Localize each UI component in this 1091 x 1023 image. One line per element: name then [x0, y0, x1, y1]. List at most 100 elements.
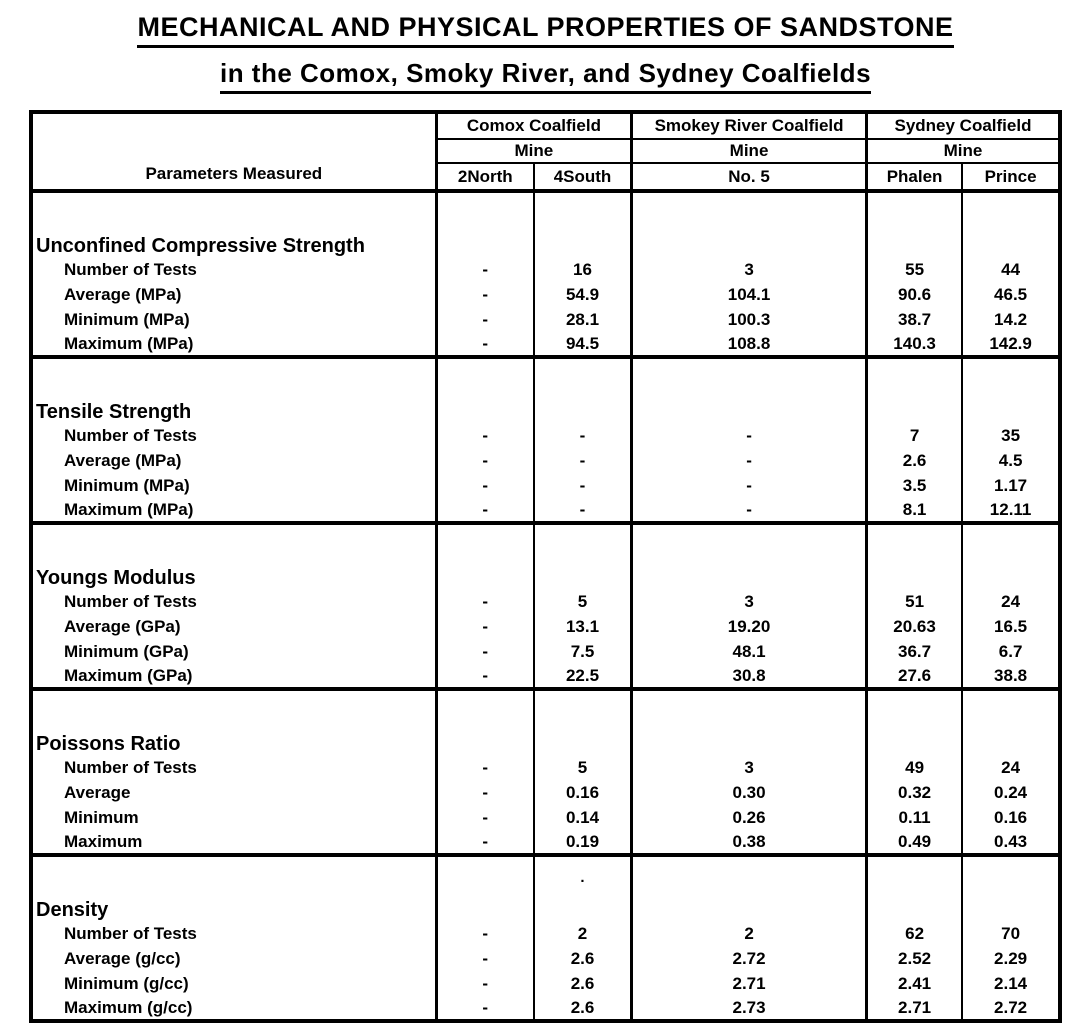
value-cell: 44 [961, 257, 1060, 282]
param-label: Average (GPa) [64, 616, 181, 636]
value-cell: 100.3 [630, 307, 867, 332]
table-row: Number of Tests - 5 3 51 24 [31, 589, 1060, 614]
value-cell: 94.5 [532, 332, 632, 359]
param-label: Maximum [64, 831, 143, 851]
value-cell: 13.1 [532, 614, 632, 639]
table-row: Maximum (MPa) - 94.5 108.8 140.3 142.9 [31, 332, 1060, 359]
value-cell: - [630, 498, 867, 525]
param-label: Minimum (MPa) [64, 475, 190, 495]
param-label-cell: Maximum (GPa) [31, 664, 437, 691]
value-cell: 0.49 [864, 830, 963, 857]
value-cell [434, 855, 534, 921]
value-cell [434, 523, 534, 589]
section-title-label: Youngs Modulus [36, 567, 196, 589]
value-cell: . [532, 855, 632, 921]
value-cell: - [434, 830, 534, 857]
value-cell: 16.5 [961, 614, 1060, 639]
param-label-cell: Minimum (g/cc) [31, 971, 436, 996]
value-cell: 4.5 [961, 448, 1060, 473]
value-cell: 3.5 [864, 473, 963, 498]
table-row: Average (MPa) - 54.9 104.1 90.6 46.5 [31, 282, 1060, 307]
value-cell: 24 [961, 589, 1060, 614]
value-cell: - [630, 423, 867, 448]
value-cell [961, 357, 1060, 423]
comox-mine-label: Mine [434, 139, 632, 164]
value-cell: - [532, 448, 632, 473]
param-label: Minimum (g/cc) [64, 973, 189, 993]
value-cell: 0.38 [630, 830, 867, 857]
value-cell: 140.3 [864, 332, 963, 359]
document-title-line1-text: MECHANICAL AND PHYSICAL PROPERTIES OF SA… [137, 12, 954, 48]
value-cell: - [434, 332, 534, 359]
value-cell [961, 191, 1060, 257]
comox-coalfield-header: Comox Coalfield [434, 112, 632, 140]
table-row: Average (GPa) - 13.1 19.20 20.63 16.5 [31, 614, 1060, 639]
param-label: Average [64, 782, 131, 802]
value-cell: 2.6 [532, 946, 632, 971]
value-cell: 35 [961, 423, 1060, 448]
section-title-cell: Tensile Strength [31, 357, 436, 423]
section-title-row: Tensile Strength [31, 357, 1060, 423]
value-cell: - [434, 307, 534, 332]
table-row: Number of Tests - 2 2 62 70 [31, 921, 1060, 946]
param-label-cell: Number of Tests [31, 921, 436, 946]
value-cell: 49 [864, 755, 963, 780]
value-cell: 2.6 [532, 971, 632, 996]
value-cell: 51 [864, 589, 963, 614]
value-cell: - [532, 423, 632, 448]
table-row: Maximum (MPa) - - - 8.1 12.11 [31, 498, 1060, 525]
parameters-measured-label: Parameters Measured [145, 164, 323, 183]
table-row: Average (g/cc) - 2.6 2.72 2.52 2.29 [31, 946, 1060, 971]
table-row: Maximum (g/cc) - 2.6 2.73 2.71 2.72 [31, 996, 1060, 1023]
coalfield-header-row: Parameters Measured Comox Coalfield Smok… [31, 112, 1060, 193]
value-cell [630, 191, 867, 257]
value-cell: - [434, 996, 534, 1023]
value-cell: 28.1 [532, 307, 632, 332]
param-label-cell: Number of Tests [31, 589, 436, 614]
param-label: Number of Tests [64, 259, 197, 279]
table-row: Minimum (MPa) - - - 3.5 1.17 [31, 473, 1060, 498]
value-cell: - [532, 498, 632, 525]
table-row: Number of Tests - 5 3 49 24 [31, 755, 1060, 780]
value-cell: 2.41 [864, 971, 963, 996]
value-cell: - [434, 639, 534, 664]
sydney-mine-label: Mine [864, 139, 1060, 164]
param-label-cell: Minimum (MPa) [31, 307, 436, 332]
document-title-line2: in the Comox, Smoky River, and Sydney Co… [0, 58, 1091, 94]
table-row: Maximum - 0.19 0.38 0.49 0.43 [31, 830, 1060, 857]
value-cell [864, 357, 963, 423]
value-cell: 2.72 [961, 996, 1060, 1023]
value-cell: - [532, 473, 632, 498]
value-cell: - [434, 921, 534, 946]
value-cell: - [434, 423, 534, 448]
table-row: Minimum (g/cc) - 2.6 2.71 2.41 2.14 [31, 971, 1060, 996]
title-block: MECHANICAL AND PHYSICAL PROPERTIES OF SA… [0, 0, 1091, 94]
param-label-cell: Average (MPa) [31, 448, 436, 473]
section-title-label: Tensile Strength [36, 401, 192, 423]
value-cell: - [434, 755, 534, 780]
value-cell [532, 523, 632, 589]
value-cell: 27.6 [864, 664, 963, 691]
value-cell: 0.26 [630, 805, 867, 830]
section-title-cell: Poissons Ratio [31, 689, 436, 755]
value-cell: 3 [630, 755, 867, 780]
mine-phalen-header: Phalen [864, 163, 963, 193]
value-cell: 14.2 [961, 307, 1060, 332]
param-label: Number of Tests [64, 591, 197, 611]
value-cell: 1.17 [961, 473, 1060, 498]
document-title-line1: MECHANICAL AND PHYSICAL PROPERTIES OF SA… [0, 12, 1091, 48]
section-title-cell: Density [31, 855, 436, 921]
param-label-cell: Average [31, 780, 436, 805]
param-label: Number of Tests [64, 425, 197, 445]
value-cell: 104.1 [630, 282, 867, 307]
value-cell: 2.14 [961, 971, 1060, 996]
value-cell: 12.11 [961, 498, 1060, 525]
value-cell: 2.52 [864, 946, 963, 971]
param-label: Minimum (MPa) [64, 309, 190, 329]
value-cell: - [434, 282, 534, 307]
value-cell: 0.32 [864, 780, 963, 805]
mine-2north-header: 2North [434, 163, 534, 193]
table-row: Average (MPa) - - - 2.6 4.5 [31, 448, 1060, 473]
value-cell [864, 523, 963, 589]
